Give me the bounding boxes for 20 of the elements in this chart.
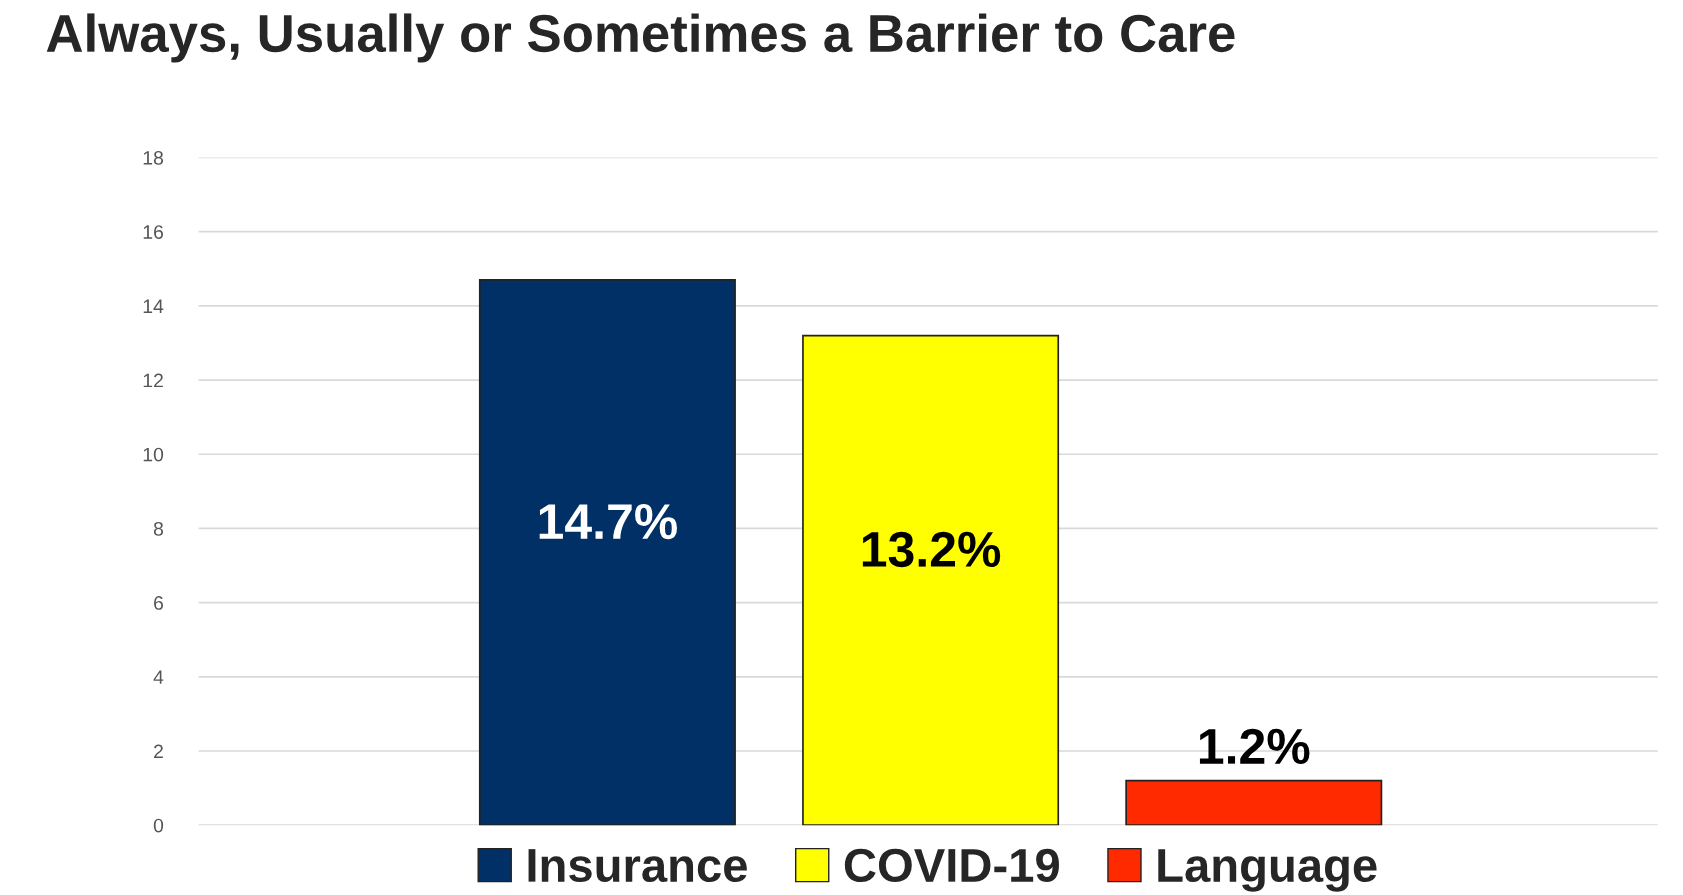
y-tick-label: 6: [154, 596, 164, 610]
y-tick-label: 10: [143, 447, 164, 462]
y-tick-label: 16: [143, 225, 164, 239]
legend-label: Language: [1158, 849, 1377, 892]
data-label: 14.7%: [539, 503, 677, 540]
y-tick-label: 4: [153, 670, 164, 684]
bar: [478, 279, 736, 826]
y-tick-label: 2: [154, 744, 163, 759]
data-label: 13.2%: [862, 531, 1001, 568]
chart-title: Always, Usually or Sometimes a Barrier to Care: [46, 13, 1235, 63]
legend-label: COVID-19: [844, 848, 1059, 883]
y-tick-label: 8: [153, 521, 164, 536]
bar: [1125, 779, 1383, 826]
data-label: 1.2%: [1199, 728, 1310, 765]
bar: [802, 334, 1060, 826]
y-tick-label: 12: [143, 373, 163, 388]
legend-label: Insurance: [528, 849, 747, 883]
y-tick-label: 14: [143, 299, 164, 313]
y-tick-label: 18: [143, 150, 164, 165]
y-tick-label: 0: [153, 818, 164, 833]
